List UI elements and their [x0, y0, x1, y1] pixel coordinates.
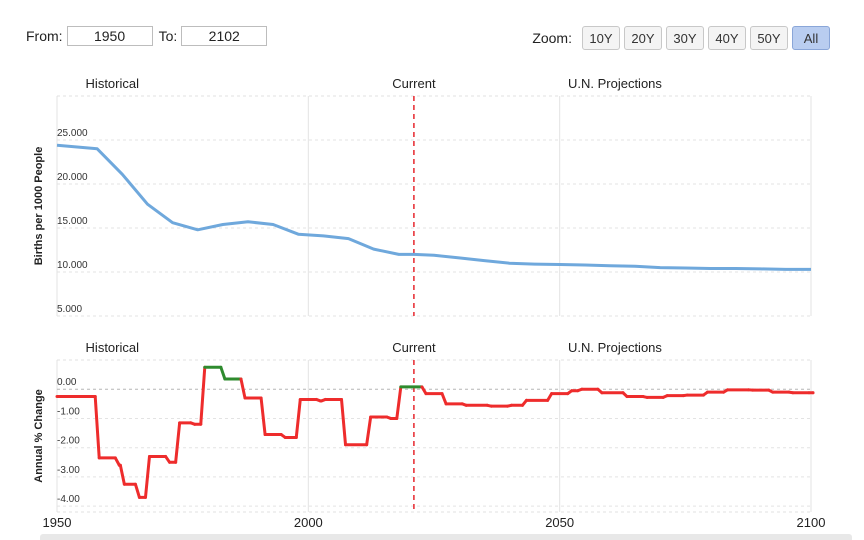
- y-tick-label: 25.000: [57, 128, 88, 139]
- region-label: Current: [392, 340, 436, 355]
- change-connector: [440, 392, 448, 406]
- y-tick-label: 10.000: [57, 260, 88, 271]
- change-connector: [219, 365, 227, 381]
- y-tick-label: 15.000: [57, 216, 88, 227]
- change-connector: [143, 454, 151, 499]
- to-year-input[interactable]: [181, 26, 268, 46]
- change-connector: [239, 377, 247, 400]
- x-tick-label: 1950: [43, 515, 72, 530]
- date-range-selector: From: To:: [26, 26, 271, 46]
- y-tick-label: -3.00: [57, 465, 80, 476]
- region-label: U.N. Projections: [568, 76, 662, 91]
- zoom-all-button[interactable]: All: [792, 26, 830, 50]
- region-label: Historical: [86, 76, 140, 91]
- zoom-label: Zoom:: [532, 30, 572, 46]
- change-connector: [199, 365, 207, 426]
- x-tick-label: 2000: [294, 515, 323, 530]
- to-label: To:: [158, 28, 178, 44]
- region-label: Historical: [86, 340, 140, 355]
- change-connector: [365, 415, 373, 447]
- change-connector: [133, 482, 141, 499]
- y-tick-label: -2.00: [57, 436, 80, 447]
- from-year-input[interactable]: [66, 26, 153, 46]
- y-tick-label: 0.00: [57, 377, 77, 388]
- zoom-10y-button[interactable]: 10Y: [582, 26, 620, 50]
- change-connector: [118, 463, 126, 486]
- x-tick-label: 2100: [797, 515, 826, 530]
- zoom-30y-button[interactable]: 30Y: [666, 26, 704, 50]
- y-tick-label: -1.00: [57, 406, 80, 417]
- y-axis-title: Births per 1000 People: [33, 147, 45, 266]
- region-label: U.N. Projections: [568, 340, 662, 355]
- y-tick-label: -4.00: [57, 494, 80, 505]
- navigator-scrollbar[interactable]: [40, 534, 852, 540]
- zoom-40y-button[interactable]: 40Y: [708, 26, 746, 50]
- birth-rate-line: [56, 143, 811, 271]
- zoom-selector: Zoom: 10Y 20Y 30Y 40Y 50Y All: [532, 26, 830, 50]
- change-connector: [340, 397, 348, 447]
- x-tick-label: 2050: [545, 515, 574, 530]
- y-tick-label: 20.000: [57, 172, 88, 183]
- change-connector: [395, 385, 403, 420]
- zoom-20y-button[interactable]: 20Y: [624, 26, 662, 50]
- zoom-50y-button[interactable]: 50Y: [750, 26, 788, 50]
- change-connector: [174, 421, 182, 464]
- region-label: Current: [392, 76, 436, 91]
- y-tick-label: 5.000: [57, 304, 82, 315]
- change-connector: [294, 397, 302, 439]
- change-connector: [93, 395, 101, 460]
- y-axis-title: Annual % Change: [33, 389, 45, 483]
- change-connector: [259, 396, 267, 437]
- from-label: From:: [26, 28, 63, 44]
